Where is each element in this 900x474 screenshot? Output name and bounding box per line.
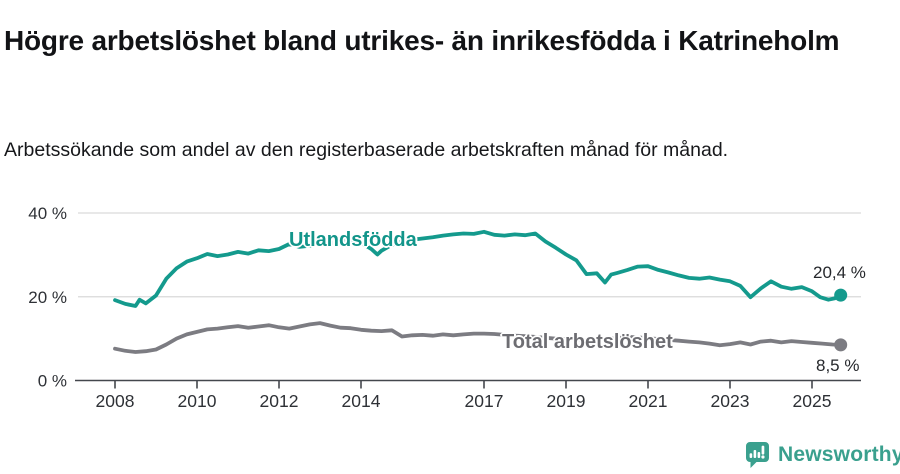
end-value-label-utlandsfodda: 20,4 %	[813, 263, 866, 282]
series-line-1	[113, 321, 843, 354]
series-end-dot-0	[834, 288, 848, 302]
x-axis-tick-label: 2025	[793, 391, 832, 411]
x-axis-tick-label: 2021	[629, 391, 668, 411]
x-axis-tick-label: 2014	[342, 391, 381, 411]
series-end-dot-1	[834, 338, 848, 352]
page-title: Högre arbetslöshet bland utrikes- än inr…	[4, 24, 840, 56]
y-axis-tick-label: 0 %	[38, 372, 67, 391]
series-label-utlandsfodda: Utlandsfödda	[289, 229, 417, 251]
series-line-0	[113, 229, 843, 308]
end-value-label-total: 8,5 %	[816, 356, 860, 375]
x-axis-tick-label: 2019	[547, 391, 586, 411]
footer-brand-link[interactable]: Newsworthy	[744, 441, 900, 469]
x-axis-tick-label: 2017	[465, 391, 504, 411]
x-axis-tick-label: 2010	[178, 391, 217, 411]
brand-name: Newsworthy	[778, 443, 900, 466]
x-axis-tick-label: 2008	[96, 391, 135, 411]
x-axis-tick-label: 2023	[711, 391, 750, 411]
y-axis-tick-label: 20 %	[28, 288, 67, 307]
x-axis-tick-label: 2012	[260, 391, 299, 411]
y-axis-tick-label: 40 %	[28, 204, 67, 223]
page-subtitle: Arbetssökande som andel av den registerb…	[4, 138, 729, 161]
series-label-total-arbetsloshet: Total arbetslöshet	[502, 331, 673, 353]
newsworthy-logo-icon	[746, 442, 769, 468]
